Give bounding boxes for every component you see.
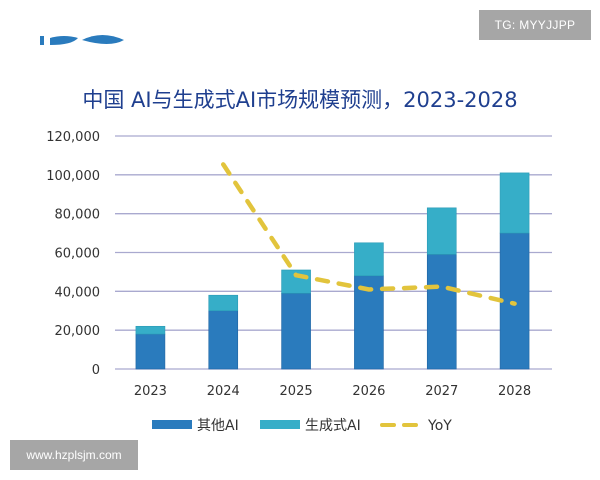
legend-label-yoy: YoY [427,418,452,434]
x-tick-label: 2027 [425,384,458,399]
x-tick-label: 2024 [207,384,240,399]
bar-other-ai [208,310,239,370]
logo-fragment [40,35,124,45]
x-tick-label: 2028 [498,384,531,399]
y-tick-label: 40,000 [55,285,101,300]
bar-gen-ai [208,294,239,312]
bar-other-ai [499,232,530,370]
legend-label-other-ai: 其他AI [197,418,239,434]
x-tick-label: 2025 [280,384,313,399]
legend: 其他AI 生成式AI YoY [152,418,452,434]
bar-gen-ai [499,172,530,234]
x-tick-label: 2026 [352,384,385,399]
watermark-tg: TG: MYYJJPP [479,10,591,40]
y-tick-label: 120,000 [46,130,100,145]
bar-gen-ai [354,242,384,277]
bar-other-ai [281,292,311,370]
bar-gen-ai [426,207,457,255]
legend-swatch-other-ai [152,420,192,429]
bar-gen-ai [135,325,166,335]
y-tick-label: 60,000 [55,247,101,262]
bar-other-ai [135,333,166,370]
y-tick-label: 80,000 [55,208,101,223]
watermark-site: www.hzplsjm.com [10,440,138,470]
x-tick-label: 2023 [134,384,167,399]
chart-title: 中国 AI与生成式AI市场规模预测，2023-2028 [82,88,517,112]
legend-swatch-gen-ai [260,420,300,429]
legend-label-gen-ai: 生成式AI [305,418,361,434]
bar-other-ai [426,254,457,370]
y-tick-label: 100,000 [46,169,100,184]
y-tick-label: 0 [92,363,100,378]
y-tick-label: 20,000 [55,324,101,339]
